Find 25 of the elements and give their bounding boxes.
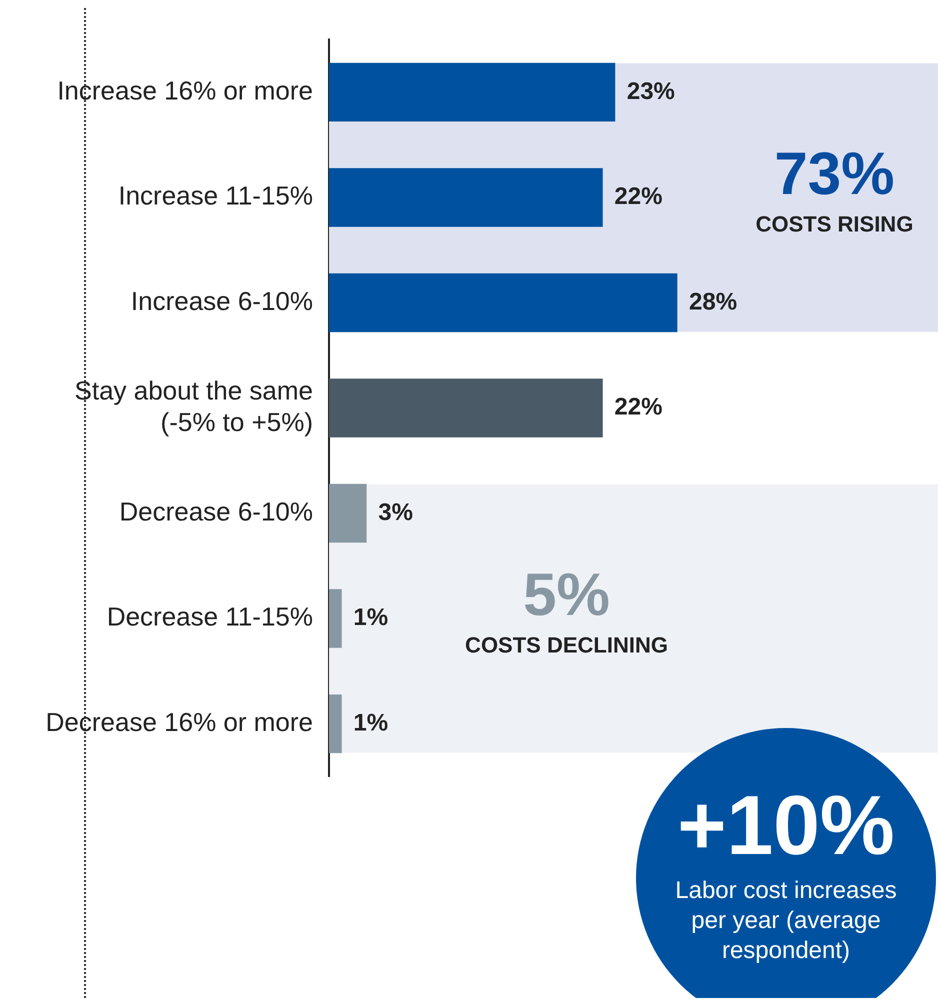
data-label: 22% (614, 183, 662, 210)
y-tick-label: Increase 11-15% (118, 180, 313, 211)
y-tick-label: Decrease 11-15% (106, 602, 313, 632)
bar (329, 168, 603, 227)
band-label: 73% COSTS RISING (756, 140, 914, 237)
y-tick-label: Increase 6-10% (130, 286, 313, 316)
y-tick-label: Stay about the same (-5% to +5%) (74, 376, 313, 437)
data-label: 28% (689, 288, 738, 316)
data-label: 22% (614, 394, 662, 421)
bar (329, 694, 342, 754)
bar (329, 589, 342, 648)
data-label: 3% (378, 498, 413, 526)
text: Labor cost increases per year (average respondent) (674, 876, 898, 966)
bar (329, 273, 678, 332)
y-tick-label: Increase 16% or more (57, 75, 313, 106)
text: +10% (676, 778, 896, 872)
data-label: 1% (353, 604, 388, 632)
bar (329, 484, 367, 543)
bar (329, 378, 603, 438)
data-label: 1% (353, 709, 388, 736)
band-label: 5% COSTS DECLINING (465, 561, 668, 658)
y-tick-label: Decrease 16% or more (46, 706, 313, 737)
data-label: 23% (626, 78, 675, 105)
bar (329, 62, 616, 122)
y-tick-label: Decrease 6-10% (119, 496, 313, 526)
